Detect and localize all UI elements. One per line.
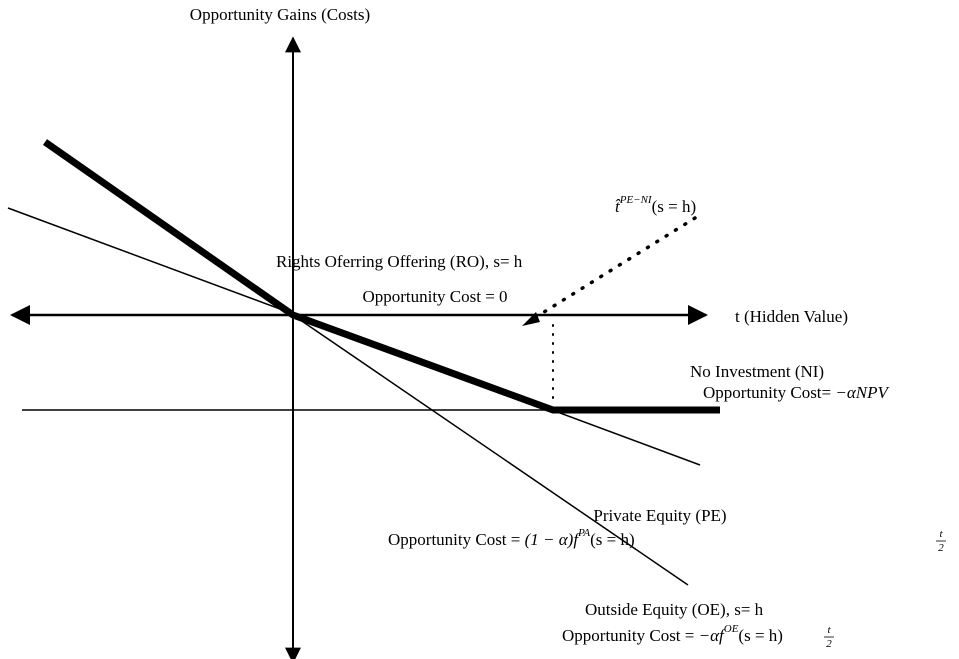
frac-num: t — [939, 528, 943, 540]
text: Opportunity Cost= — [703, 383, 835, 402]
frac-den: 2 — [826, 638, 832, 650]
x-axis-label: t (Hidden Value) — [735, 307, 848, 326]
math: t̂ — [615, 197, 621, 216]
text: Opportunity Cost = — [562, 626, 699, 645]
math: (s = h) — [652, 197, 697, 216]
text: Opportunity Cost = — [388, 530, 525, 549]
oe-line — [292, 314, 689, 586]
superscript: PE−NI — [619, 194, 653, 206]
frac-den: 2 — [938, 542, 944, 554]
threshold-arrow — [526, 216, 697, 324]
math: −αNPV — [835, 383, 890, 402]
ni-name: No Investment (NI) — [690, 362, 824, 381]
oe-cost: Opportunity Cost = −αfOE(s = h) — [562, 623, 783, 645]
math: −αf — [699, 626, 726, 645]
y-axis-label: Opportunity Gains (Costs) — [190, 5, 370, 24]
threshold-label: t̂PE−NI(s = h) — [615, 194, 696, 216]
pe-cost: Opportunity Cost = (1 − α)fPA(s = h) — [388, 527, 635, 549]
ni-cost: Opportunity Cost= −αNPV — [703, 383, 890, 402]
math: (s = h) — [738, 626, 783, 645]
math: (s = h) — [590, 530, 635, 549]
frac-num: t — [827, 624, 831, 636]
arrow-head — [522, 312, 540, 326]
superscript: PA — [577, 527, 590, 539]
superscript: OE — [724, 623, 739, 635]
ro-cost: Opportunity Cost = 0 — [362, 287, 507, 306]
pe-name: Private Equity (PE) — [593, 506, 726, 525]
oe-name: Outside Equity (OE), s= h — [585, 600, 764, 619]
ro-name: Rights Oferring Offering (RO), s= h — [276, 252, 523, 271]
math: (1 − α)f — [525, 530, 581, 549]
envelope-line — [42, 139, 720, 414]
